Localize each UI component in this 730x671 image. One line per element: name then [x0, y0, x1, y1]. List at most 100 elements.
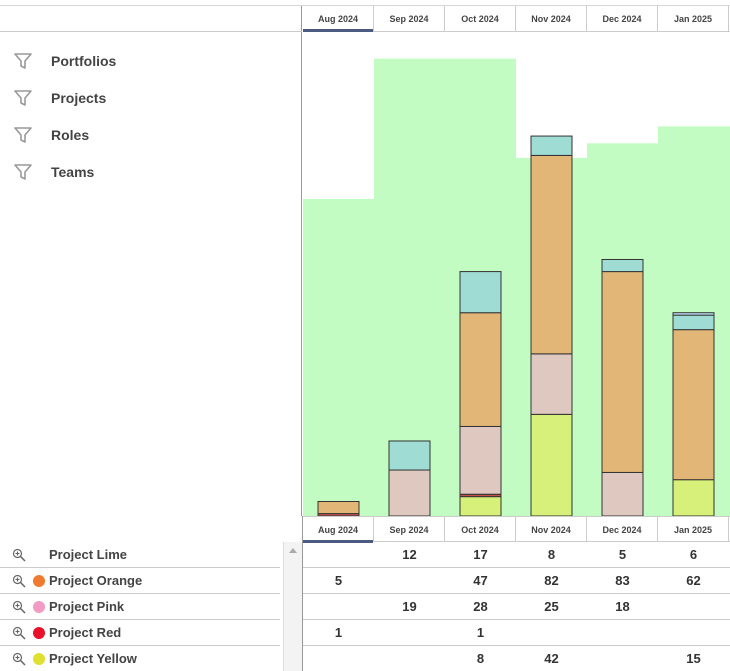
filter-panel: Portfolios Projects Roles Teams: [0, 6, 302, 516]
project-values: 5 47 82 83 62: [303, 568, 730, 594]
value-cell: 47: [473, 573, 488, 588]
zoom-in-icon[interactable]: [12, 574, 26, 588]
value-cell: [516, 620, 587, 645]
value-cell: 28: [473, 599, 488, 614]
chart-svg: [303, 58, 730, 516]
filter-label: Projects: [51, 89, 107, 106]
project-name: Project Yellow: [49, 651, 137, 666]
month-column-header[interactable]: Oct 2024: [445, 6, 516, 31]
table-row: Project Red 1 1: [0, 620, 730, 646]
capacity-area: [374, 58, 445, 516]
project-name: Project Lime: [49, 547, 128, 562]
panel-divider: [302, 516, 303, 671]
project-name: Project Red: [49, 625, 122, 640]
project-color-dot: [33, 574, 45, 587]
month-column-header[interactable]: Aug 2024: [303, 6, 374, 32]
value-cell: 5: [618, 547, 627, 562]
project-label-cell: Project Orange: [0, 568, 280, 594]
value-cell: 6: [689, 547, 698, 562]
table-row: Project Pink 19 28 25 18: [0, 594, 730, 620]
month-column-header[interactable]: Sep 2024: [374, 6, 445, 31]
table-row: Project Lime 12 17 8 5 6: [0, 542, 730, 568]
table-scrollbar[interactable]: [283, 542, 302, 671]
project-values: 8 42 15: [303, 646, 730, 671]
filter-label: Roles: [51, 126, 90, 143]
value-cell: 8: [476, 651, 485, 666]
bar-segment-project-orange[interactable]: [317, 500, 360, 515]
filter-teams[interactable]: Teams: [0, 153, 116, 190]
bar-segment-other[interactable]: [672, 312, 715, 316]
value-cell: 42: [544, 651, 559, 666]
bar-segment-project-orange[interactable]: [459, 312, 502, 427]
filter-list: Portfolios Projects Roles Teams: [0, 42, 116, 190]
value-cell: 18: [615, 599, 630, 614]
value-cell: 25: [544, 599, 559, 614]
zoom-in-icon[interactable]: [12, 626, 26, 640]
filter-roles[interactable]: Roles: [0, 116, 116, 153]
project-label-cell: Project Yellow: [0, 646, 280, 671]
project-name: Project Orange: [49, 573, 143, 588]
month-header-top: Aug 2024 Sep 2024 Oct 2024 Nov 2024 Dec 2024…: [303, 6, 730, 32]
value-cell: 5: [334, 573, 343, 588]
bar-segment-project-yellow[interactable]: [530, 413, 573, 516]
month-header-bottom: Aug 2024 Sep 2024 Oct 2024 Nov 2024 Dec 2024…: [303, 516, 730, 543]
filter-icon: [14, 89, 32, 107]
bar-segment-project-lime[interactable]: [601, 258, 644, 273]
top-border: [0, 5, 730, 6]
filter-projects[interactable]: Projects: [0, 79, 116, 116]
bar-segment-project-yellow[interactable]: [672, 479, 715, 516]
value-cell: 8: [547, 547, 556, 562]
month-column-header[interactable]: Nov 2024: [516, 517, 587, 542]
month-column-header[interactable]: Oct 2024: [445, 517, 516, 542]
bar-segment-project-pink[interactable]: [601, 471, 644, 516]
month-column-header[interactable]: Aug 2024: [303, 517, 374, 543]
value-cell: 17: [473, 547, 488, 562]
value-cell: [658, 594, 729, 619]
project-label-cell: Project Pink: [0, 594, 280, 620]
table-row: Project Yellow 8 42 15: [0, 646, 730, 671]
bar-segment-project-orange[interactable]: [672, 329, 715, 481]
value-cell: [658, 620, 729, 645]
project-color-dot: [33, 600, 45, 613]
bar-segment-project-orange[interactable]: [601, 271, 644, 473]
capacity-chart: [303, 32, 730, 516]
zoom-in-icon[interactable]: [12, 548, 26, 562]
bar-segment-project-lime[interactable]: [672, 314, 715, 331]
bar-segment-project-pink[interactable]: [459, 425, 502, 495]
value-cell: [374, 620, 445, 645]
scroll-up-icon[interactable]: [289, 548, 297, 553]
zoom-in-icon[interactable]: [12, 652, 26, 666]
value-cell: [587, 646, 658, 671]
bar-segment-project-lime[interactable]: [459, 271, 502, 314]
month-column-header[interactable]: Dec 2024: [587, 517, 658, 542]
filter-label: Teams: [51, 163, 95, 180]
value-cell: [374, 568, 445, 593]
value-cell: 15: [686, 651, 701, 666]
project-label-cell: Project Lime: [0, 542, 280, 568]
bar-segment-project-orange[interactable]: [530, 154, 573, 355]
month-column-header[interactable]: Jan 2025: [658, 6, 729, 31]
month-column-header[interactable]: Nov 2024: [516, 6, 587, 31]
value-cell: 19: [402, 599, 417, 614]
bar-segment-project-lime[interactable]: [388, 440, 431, 471]
bar-segment-project-pink[interactable]: [530, 353, 573, 415]
zoom-in-icon[interactable]: [12, 600, 26, 614]
month-column-header[interactable]: Sep 2024: [374, 517, 445, 542]
filter-panel-header: [0, 6, 302, 32]
bar-segment-project-lime[interactable]: [530, 135, 573, 156]
bar-segment-project-yellow[interactable]: [459, 496, 502, 516]
value-cell: 83: [615, 573, 630, 588]
filter-icon: [14, 52, 32, 70]
capacity-area: [303, 198, 374, 516]
filter-icon: [14, 126, 32, 144]
month-column-header[interactable]: Dec 2024: [587, 6, 658, 31]
value-cell: [303, 594, 374, 619]
project-color-dot: [33, 626, 45, 639]
month-column-header[interactable]: Jan 2025: [658, 517, 729, 542]
value-cell: 82: [544, 573, 559, 588]
value-cell: [303, 542, 374, 567]
bar-segment-project-pink[interactable]: [388, 469, 431, 516]
value-cell: 62: [686, 573, 701, 588]
filter-portfolios[interactable]: Portfolios: [0, 42, 116, 79]
